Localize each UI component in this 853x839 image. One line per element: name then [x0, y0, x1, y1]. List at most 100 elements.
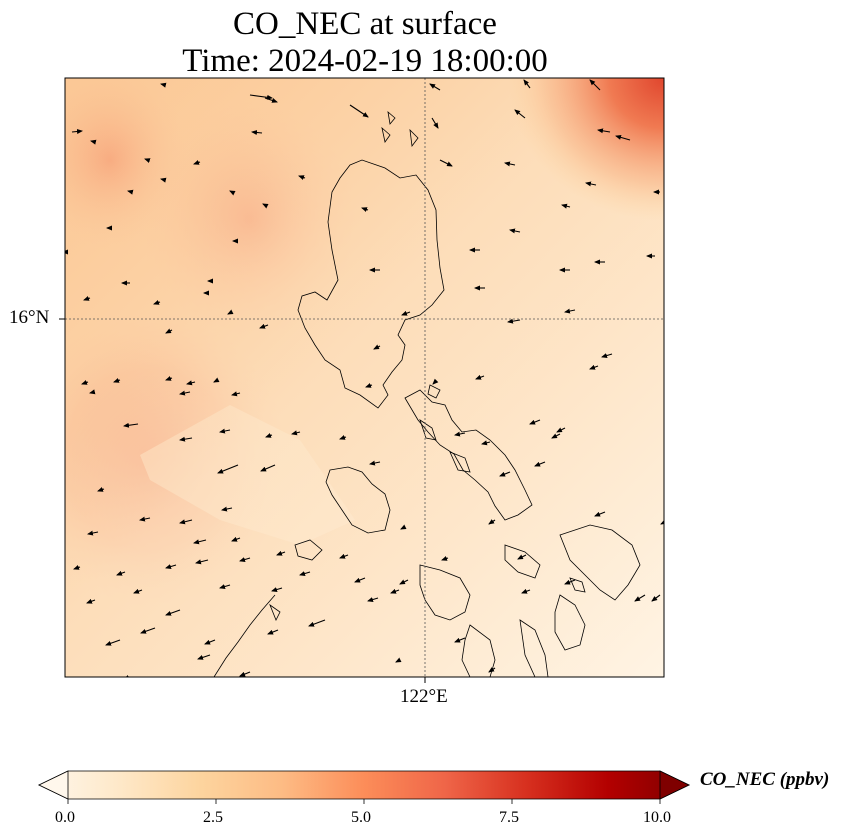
wind-arrow: [481, 440, 491, 446]
wind-arrow: [271, 587, 283, 592]
colorbar-label: CO_NEC (ppbv): [700, 769, 830, 790]
wind-arrow: [160, 177, 167, 183]
wind-arrow: [165, 376, 173, 381]
wind-arrow: [589, 364, 599, 370]
map-title-line2: Time: 2024-02-19 18:00:00: [182, 43, 548, 79]
wind-arrow: [87, 530, 99, 536]
coastlines: [213, 110, 641, 677]
wind-arrow: [564, 579, 576, 585]
wind-arrow: [564, 308, 576, 314]
wind-arrow: [179, 519, 193, 525]
wind-arrow: [221, 506, 233, 512]
wind-arrow: [399, 579, 409, 585]
wind-arrow: [521, 588, 531, 594]
wind-arrow: [454, 431, 466, 437]
wind-arrow: [231, 536, 241, 542]
colorbar-tick-0: 0.0: [55, 809, 75, 826]
wind-arrow: [219, 584, 231, 589]
wind-arrow: [365, 383, 373, 388]
wind-arrow: [113, 378, 121, 383]
colorbar-extend-max: [659, 770, 690, 800]
wind-arrow: [390, 588, 400, 594]
colorbar-extend-min: [38, 770, 69, 800]
wind-arrow: [488, 667, 496, 673]
lon-tick-label: 122°E: [400, 686, 448, 707]
wind-arrow: [193, 160, 201, 165]
wind-arrow: [213, 377, 220, 383]
wind-arrow: [259, 323, 269, 329]
wind-arrow: [651, 594, 661, 602]
wind-arrow: [585, 181, 597, 187]
wind-arrow: [517, 554, 527, 560]
map-title-line1: CO_NEC at surface: [233, 6, 497, 42]
wind-arrow: [601, 353, 613, 358]
wind-arrow: [133, 588, 143, 594]
wind-arrow: [71, 129, 83, 134]
wind-arrow: [615, 134, 631, 141]
wind-arrow: [264, 97, 278, 103]
wind-arrow: [660, 519, 664, 525]
map-frame: [64, 77, 665, 678]
wind-arrow: [298, 175, 306, 180]
wind-arrow: [231, 391, 241, 397]
colorbar-tick-1: 2.5: [203, 809, 223, 826]
palawan-coastline: [213, 594, 276, 677]
wind-arrow: [369, 460, 381, 466]
wind-arrow: [339, 553, 349, 559]
wind-arrow: [179, 390, 191, 396]
wind-arrow: [65, 604, 66, 605]
colorbar-tick-2: 5.0: [351, 809, 371, 826]
wind-arrow: [361, 207, 369, 212]
wind-arrow: [349, 104, 369, 118]
wind-arrow: [597, 128, 611, 134]
wind-arrow: [589, 79, 601, 91]
colorbar-tick-4: 10.0: [643, 809, 671, 826]
wind-arrow: [140, 627, 156, 634]
wind-arrow: [90, 139, 97, 145]
wind-arrow: [267, 629, 279, 635]
wind-arrow: [116, 570, 126, 576]
colorbar-tick-3: 7.5: [499, 809, 519, 826]
masbate-coastline: [504, 544, 541, 579]
wind-arrow: [153, 300, 161, 305]
wind-arrow: [123, 422, 139, 428]
wind-arrow: [475, 374, 485, 380]
concentration-field: [65, 78, 664, 677]
wind-arrow: [534, 461, 546, 467]
wind-arrow: [561, 203, 571, 209]
wind-arrow: [160, 82, 167, 88]
wind-arrow: [556, 427, 566, 433]
cebu-coastline: [519, 619, 549, 677]
wind-arrow: [195, 559, 209, 565]
wind-arrow: [165, 564, 177, 569]
wind-arrow: [454, 637, 466, 643]
wind-arrow: [634, 594, 646, 602]
wind-arrow: [105, 639, 121, 646]
wind-arrow: [197, 654, 211, 660]
luzon-coastline: [297, 159, 445, 409]
wind-arrow: [81, 380, 89, 385]
wind-arrow: [186, 380, 196, 386]
negros-coastline: [461, 624, 496, 677]
wind-arrow: [514, 109, 526, 119]
wind-arrow: [83, 296, 91, 301]
wind-arrow: [431, 117, 439, 129]
bicol-coastline: [404, 389, 533, 521]
wind-arrow: [529, 419, 541, 425]
wind-arrow: [367, 597, 379, 602]
wind-arrow: [429, 83, 441, 91]
wind-arrow: [401, 310, 411, 316]
wind-arrow: [551, 433, 561, 439]
wind-arrow: [441, 556, 449, 561]
wind-arrow: [239, 671, 251, 677]
panay-coastline: [419, 564, 471, 621]
wind-arrow: [262, 203, 269, 209]
wind-arrow: [276, 550, 286, 556]
wind-arrow: [193, 539, 207, 545]
wind-arrow: [439, 159, 453, 167]
wind-arrow: [204, 639, 216, 645]
lat-tick-label: 16°N: [9, 307, 50, 328]
wind-arrow: [299, 571, 311, 576]
wind-vectors: [65, 79, 664, 677]
